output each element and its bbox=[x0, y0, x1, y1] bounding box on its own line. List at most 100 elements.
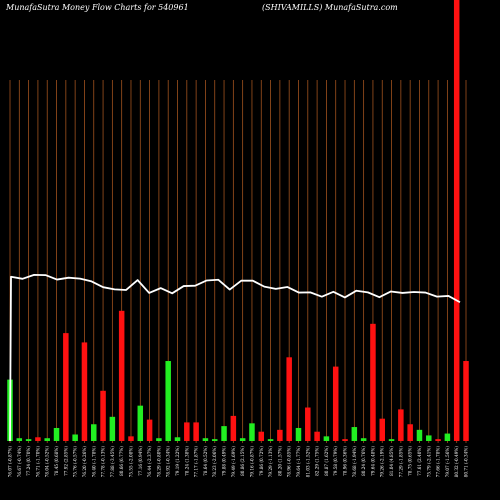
x-tick-label: 80.24 (0.76%) bbox=[361, 446, 366, 476]
money-flow-bar bbox=[184, 422, 190, 441]
money-flow-bar bbox=[286, 357, 292, 441]
money-flow-bar bbox=[416, 429, 423, 441]
money-flow-bar bbox=[398, 409, 404, 441]
x-tick-label: 78.96 (0.36%) bbox=[343, 446, 348, 476]
x-tick-label: 78.92 (-0.34%) bbox=[166, 446, 171, 478]
money-flow-bar bbox=[25, 439, 32, 441]
x-tick-label: 76.07 (-0.87%) bbox=[8, 446, 13, 478]
money-flow-bar bbox=[342, 439, 348, 441]
x-tick-label: 77.17 (-1.87%) bbox=[194, 446, 199, 478]
grid-lines bbox=[9, 80, 467, 443]
x-tick-label: 81.04 (4.85%) bbox=[389, 446, 394, 476]
money-flow-bar bbox=[323, 436, 330, 441]
money-flow-bar bbox=[137, 405, 144, 441]
x-tick-label: 79.49 (-1.69%) bbox=[231, 446, 236, 478]
money-flow-bar bbox=[453, 0, 460, 441]
x-tick-label: 80.87 (1.62%) bbox=[324, 446, 329, 476]
money-flow-bar bbox=[174, 437, 181, 441]
x-tick-label: 75.79 (-2.41%) bbox=[426, 446, 431, 478]
money-flow-bar bbox=[221, 426, 227, 441]
x-tick-label: 77.78 (-0.13%) bbox=[101, 446, 106, 478]
x-tick-label: 76.40 (-1.78%) bbox=[91, 446, 96, 478]
x-tick-label: 80.71 (-0.34%) bbox=[464, 446, 469, 478]
money-flow-bars bbox=[7, 0, 469, 441]
x-tick-label: 76.20 (-0.26%) bbox=[82, 446, 87, 478]
money-flow-bar bbox=[91, 424, 97, 441]
money-flow-bar bbox=[109, 416, 116, 441]
money-flow-bar bbox=[314, 431, 320, 441]
x-tick-label: 82.29 (1.75%) bbox=[315, 446, 320, 476]
money-flow-bar bbox=[193, 422, 199, 441]
x-tick-label: 80.32 (-0.49%) bbox=[454, 446, 459, 478]
money-flow-bar bbox=[35, 437, 41, 441]
money-flow-bar bbox=[267, 439, 274, 441]
money-flow-bar bbox=[277, 429, 283, 441]
x-tick-label: 79.19 (1.22%) bbox=[175, 446, 180, 476]
x-tick-label: 77.88 (-3.45%) bbox=[110, 446, 115, 478]
money-flow-bar bbox=[44, 438, 50, 441]
money-flow-bar bbox=[379, 418, 385, 441]
money-flow-bar bbox=[156, 438, 162, 441]
money-flow-bar bbox=[258, 431, 265, 441]
x-tick-label: 79.64 (0.48%) bbox=[370, 446, 375, 476]
money-flow-bar bbox=[63, 333, 69, 441]
x-tick-label: 78.04 (-0.52%) bbox=[45, 446, 50, 478]
x-tick-label: 78.23 (-2.06%) bbox=[212, 446, 217, 478]
money-flow-bar bbox=[332, 366, 339, 441]
money-flow-bar bbox=[118, 310, 125, 441]
money-flow-bar bbox=[370, 323, 376, 441]
money-flow-bar bbox=[435, 439, 441, 441]
x-tick-label: 78.68 (-1.94%) bbox=[352, 446, 357, 478]
money-flow-bar bbox=[202, 438, 209, 441]
money-flow-bar bbox=[444, 433, 451, 441]
x-tick-label: 79.64 (-1.77%) bbox=[296, 446, 301, 478]
x-tick-label: 77.61 (2.40%) bbox=[417, 446, 422, 476]
chart-title: MunafaSutra Money Flow Charts for 540961 bbox=[5, 3, 189, 12]
money-flow-bar bbox=[249, 423, 255, 441]
x-tick-label: 80.20 (1.57%) bbox=[277, 446, 282, 476]
x-tick-label: 78.96 (-0.85%) bbox=[287, 446, 292, 478]
money-flow-bar bbox=[100, 390, 106, 441]
money-flow-bar bbox=[72, 434, 78, 441]
money-flow-bar bbox=[230, 415, 237, 441]
money-flow-bar bbox=[16, 438, 23, 441]
x-tick-label: 78.24 (1.38%) bbox=[184, 446, 189, 476]
money-flow-bar bbox=[81, 342, 88, 441]
x-tick-label: 79.29 (-1.13%) bbox=[268, 446, 273, 478]
x-tick-label: 77.16 (0.94%) bbox=[138, 446, 143, 476]
x-tick-label: 81.03 (-1.52%) bbox=[305, 446, 310, 478]
money-flow-bar bbox=[146, 419, 153, 441]
x-tick-label: 77.24 (0.70%) bbox=[26, 446, 31, 476]
x-tick-label: 78.64 (0.52%) bbox=[203, 446, 208, 476]
x-tick-label: 78.75 (0.65%) bbox=[408, 446, 413, 476]
money-flow-bar bbox=[295, 427, 302, 441]
x-tick-label: 79.07 (-1.56%) bbox=[445, 446, 450, 478]
money-flow-bar bbox=[239, 438, 246, 441]
money-flow-bar bbox=[305, 407, 311, 441]
money-flow-bar bbox=[426, 435, 432, 441]
x-tick-label: 78.29 (-0.80%) bbox=[156, 446, 161, 478]
money-flow-bar bbox=[360, 438, 367, 441]
x-tick-label: 77.66 (-1.78%) bbox=[436, 446, 441, 478]
money-flow-bar bbox=[388, 439, 395, 441]
x-tick-label: 76.44 (-2.37%) bbox=[147, 446, 152, 478]
x-tick-labels: 76.07 (-0.87%) 76.67 (-0.74%) 77.24 (0.70%… bbox=[8, 446, 469, 478]
x-tick-label: 78.45 (0.68%) bbox=[54, 446, 59, 476]
x-tick-label: 80.66 (6.77%) bbox=[119, 446, 124, 476]
price-line-path bbox=[9, 274, 461, 442]
x-tick-label: 79.26 (-2.19%) bbox=[380, 446, 385, 478]
money-flow-bar bbox=[128, 436, 134, 441]
x-tick-label: 79.16 (-0.87%) bbox=[249, 446, 254, 478]
money-flow-bar bbox=[53, 427, 60, 441]
x-tick-label: 75.76 (-0.57%) bbox=[73, 446, 78, 478]
x-tick-label: 77.29 (-1.85%) bbox=[398, 446, 403, 478]
x-tick-label: 76.71 (-1.70%) bbox=[35, 446, 40, 478]
money-flow-bar bbox=[407, 424, 413, 441]
chart-subtitle: (SHIVAMILLS) MunafaSutra.com bbox=[262, 3, 398, 12]
money-flow-bar bbox=[211, 439, 218, 441]
x-tick-label: 75.55 (-2.08%) bbox=[128, 446, 133, 478]
x-tick-label: 79.58 (0.79%) bbox=[333, 446, 338, 476]
x-tick-label: 79.86 (0.72%) bbox=[259, 446, 264, 476]
